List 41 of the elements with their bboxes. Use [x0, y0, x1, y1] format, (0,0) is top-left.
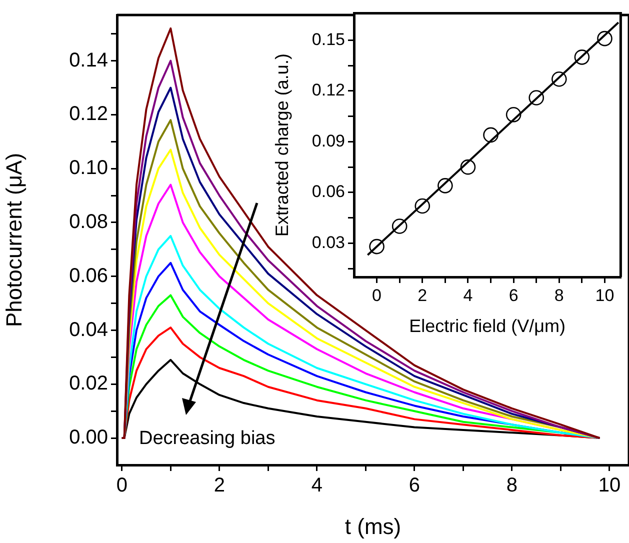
- annotation: Decreasing bias: [139, 428, 276, 450]
- y-tick-label: 0.15: [312, 30, 345, 49]
- point: [552, 72, 567, 87]
- point: [438, 178, 453, 194]
- x-tick-label: 6: [408, 474, 420, 497]
- x-tick-label: 10: [598, 474, 621, 497]
- point: [574, 50, 590, 65]
- point: [506, 107, 522, 122]
- y-tick-label: 0.00: [69, 426, 108, 449]
- point: [414, 198, 430, 214]
- y-axis-title: Photocurrent (μA): [1, 152, 26, 328]
- y-tick-label: 0.12: [69, 103, 108, 126]
- x-axis-title: t (ms): [344, 514, 402, 539]
- y-tick-label: 0.06: [312, 182, 345, 202]
- point: [528, 90, 544, 106]
- point: [392, 218, 408, 234]
- x-tick-label: 2: [214, 474, 225, 497]
- point: [460, 159, 476, 175]
- point: [369, 238, 384, 254]
- point: [597, 30, 612, 46]
- x-tick-label: 0: [372, 286, 382, 305]
- x-tick-label: 4: [463, 286, 473, 305]
- y-tick-label: 0.12: [312, 80, 345, 100]
- y-tick-label: 0.06: [69, 264, 108, 287]
- x-tick-label: 10: [595, 286, 614, 305]
- y-axis-title: Extracted charge (a.u.): [272, 54, 292, 237]
- point: [483, 127, 498, 143]
- y-tick-label: 0.09: [312, 131, 345, 150]
- y-tick-label: 0.04: [69, 318, 108, 341]
- x-tick-label: 4: [311, 474, 322, 497]
- y-tick-label: 0.10: [69, 157, 108, 180]
- x-axis-title: Electric field (V/μm): [409, 316, 566, 336]
- y-tick-label: 0.08: [69, 211, 108, 233]
- x-tick-label: 8: [554, 286, 564, 305]
- y-tick-label: 0.02: [69, 372, 108, 395]
- y-tick-label: 0.03: [312, 232, 345, 252]
- x-tick-label: 8: [506, 474, 518, 497]
- x-tick-label: 6: [508, 286, 518, 305]
- x-tick-label: 2: [418, 286, 428, 305]
- x-tick-label: 0: [116, 474, 128, 497]
- y-tick-label: 0.14: [69, 49, 108, 72]
